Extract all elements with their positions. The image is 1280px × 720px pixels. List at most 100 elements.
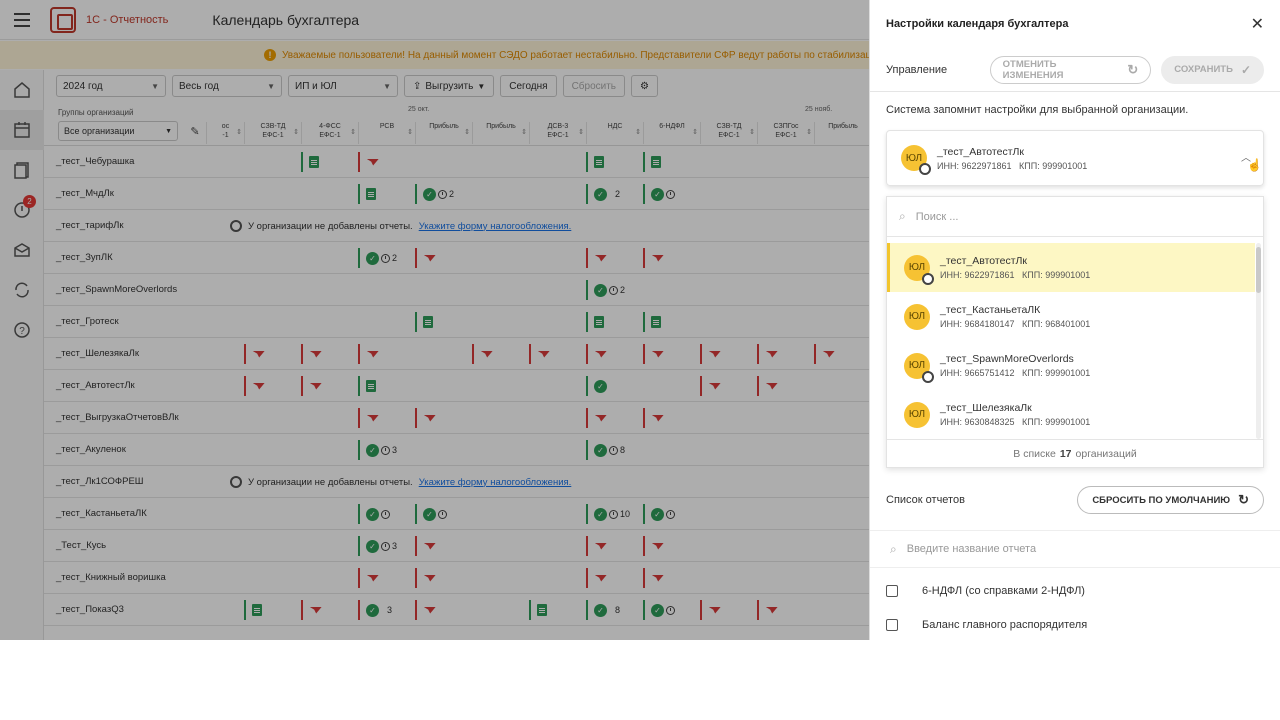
report-cell[interactable]	[301, 594, 358, 626]
table-row[interactable]: _тест_Акуленок ✓ 3 ✓ 8	[44, 434, 869, 466]
report-cell[interactable]	[814, 338, 871, 370]
report-cell[interactable]	[301, 146, 358, 178]
menu-icon[interactable]	[0, 0, 44, 40]
table-row[interactable]: _тест_SpawnMoreOverlords ✓ 2	[44, 274, 869, 306]
report-cell[interactable]	[301, 370, 358, 402]
list-item[interactable]: ЮЛ _тест_АвтотестЛк ИНН: 9622971861 КПП: …	[887, 243, 1255, 292]
table-row[interactable]: _тест_ПоказQ3 ✓ 3 ✓ 8 ✓	[44, 594, 869, 626]
report-cell[interactable]: ✓	[415, 498, 472, 530]
report-cell[interactable]	[700, 594, 757, 626]
report-cell[interactable]	[358, 402, 415, 434]
report-cell[interactable]	[415, 402, 472, 434]
chevron-up-icon[interactable]: ︿	[1241, 153, 1251, 164]
report-cell[interactable]: ✓ 2	[358, 242, 415, 274]
report-cell[interactable]: ✓	[643, 498, 700, 530]
report-cell[interactable]: ✓ 2	[415, 178, 472, 210]
groups-select[interactable]: Все организации ▼	[58, 121, 178, 141]
table-row[interactable]: _тест_ВыгрузкаОтчетовВЛк	[44, 402, 869, 434]
save-button[interactable]: СОХРАНИТЬ ✓	[1161, 55, 1264, 84]
report-item[interactable]: 6-НДФЛ (со справками 2-НДФЛ)	[870, 574, 1280, 608]
column-header[interactable]: ДСВ-3 ЕФС-1 ⇕	[529, 122, 586, 144]
table-row[interactable]: _тест_ШелезякаЛк	[44, 338, 869, 370]
report-cell[interactable]: ✓	[643, 178, 700, 210]
org-type-select[interactable]: ИП и ЮЛ ▼	[288, 75, 398, 97]
column-header[interactable]: Прибыль ⇕	[415, 122, 472, 144]
report-cell[interactable]	[415, 306, 472, 338]
report-cell[interactable]	[358, 562, 415, 594]
table-row[interactable]: _тест_Лк1СОФРЕШ У организации не добавле…	[44, 466, 869, 498]
period-select[interactable]: Весь год ▼	[172, 75, 282, 97]
report-cell[interactable]	[415, 562, 472, 594]
org-select[interactable]: ЮЛ _тест_АвтотестЛк ИНН: 9622971861 КПП:…	[886, 130, 1264, 186]
report-cell[interactable]	[643, 530, 700, 562]
export-button[interactable]: ⇪ Выгрузить ▼	[404, 75, 495, 97]
report-cell[interactable]	[586, 242, 643, 274]
report-cell[interactable]	[586, 338, 643, 370]
report-cell[interactable]	[529, 594, 586, 626]
column-header[interactable]: НДС ⇕	[586, 122, 643, 144]
report-cell[interactable]	[472, 338, 529, 370]
table-row[interactable]: _тест_ЗупЛК ✓ 2	[44, 242, 869, 274]
report-cell[interactable]	[586, 306, 643, 338]
checkbox[interactable]	[886, 619, 898, 631]
table-row[interactable]: _тест_Книжный воришка	[44, 562, 869, 594]
sidebar-item-documents[interactable]	[0, 150, 44, 190]
report-cell[interactable]	[358, 338, 415, 370]
settings-button[interactable]: ⚙	[631, 75, 658, 97]
report-cell[interactable]: ✓	[586, 370, 643, 402]
report-cell[interactable]: ✓	[643, 594, 700, 626]
list-item[interactable]: ЮЛ _тест_SpawnMoreOverlords ИНН: 96657514…	[887, 341, 1255, 390]
report-cell[interactable]	[358, 146, 415, 178]
report-cell[interactable]	[244, 370, 301, 402]
scrollbar[interactable]	[1256, 243, 1261, 439]
report-cell[interactable]	[757, 338, 814, 370]
report-cell[interactable]	[643, 338, 700, 370]
cancel-changes-button[interactable]: ОТМЕНИТЬ ИЗМЕНЕНИЯ ↻	[989, 55, 1152, 84]
report-cell[interactable]	[358, 370, 415, 402]
column-header[interactable]: СЗПГос ЕФС-1 ⇕	[757, 122, 814, 144]
report-cell[interactable]	[415, 530, 472, 562]
reset-button[interactable]: Сбросить	[562, 75, 626, 97]
table-row[interactable]: _тест_МчдЛк ✓ 2 ✓ 2 ✓	[44, 178, 869, 210]
column-header[interactable]: 4-ФСС ЕФС-1 ⇕	[301, 122, 358, 144]
sidebar-item-mail[interactable]	[0, 230, 44, 270]
report-cell[interactable]: ✓	[358, 498, 415, 530]
sidebar-item-help[interactable]: ?	[0, 310, 44, 350]
report-cell[interactable]	[415, 594, 472, 626]
reset-default-button[interactable]: СБРОСИТЬ ПО УМОЛЧАНИЮ ↻	[1077, 486, 1264, 514]
report-cell[interactable]	[586, 402, 643, 434]
edit-icon[interactable]: ✎	[190, 125, 200, 138]
sidebar-item-sync[interactable]	[0, 270, 44, 310]
report-cell[interactable]	[700, 370, 757, 402]
report-cell[interactable]	[415, 242, 472, 274]
column-header[interactable]: Прибыль ⇕	[472, 122, 529, 144]
tax-form-link[interactable]: Укажите форму налогообложения.	[418, 476, 572, 488]
report-cell[interactable]	[757, 370, 814, 402]
report-cell[interactable]: ✓ 10	[586, 498, 643, 530]
report-cell[interactable]	[643, 242, 700, 274]
report-cell[interactable]	[301, 338, 358, 370]
column-header[interactable]: Прибыль	[814, 122, 871, 144]
checkbox[interactable]	[886, 585, 898, 597]
report-cell[interactable]	[643, 306, 700, 338]
report-cell[interactable]	[529, 338, 586, 370]
column-header[interactable]: РСВ ⇕	[358, 122, 415, 144]
table-row[interactable]: _тест_КастаньетаЛК ✓ ✓ ✓ 10 ✓	[44, 498, 869, 530]
table-row[interactable]: _тест_АвтотестЛк ✓	[44, 370, 869, 402]
report-cell[interactable]: ✓ 8	[586, 434, 643, 466]
report-cell[interactable]	[244, 594, 301, 626]
column-header[interactable]: ос -1 ⇕	[206, 122, 244, 144]
report-cell[interactable]: ✓ 2	[586, 274, 643, 306]
list-item[interactable]: ЮЛ _тест_КастаньетаЛК ИНН: 9684180147 КПП…	[887, 292, 1255, 341]
report-cell[interactable]	[643, 402, 700, 434]
table-row[interactable]: _Тест_Кусь ✓ 3	[44, 530, 869, 562]
modal-overlay[interactable]	[0, 0, 869, 640]
sidebar-item-calendar[interactable]	[0, 110, 44, 150]
close-icon[interactable]: ✕	[1250, 16, 1264, 33]
tax-form-link[interactable]: Укажите форму налогообложения.	[418, 220, 572, 232]
column-header[interactable]: СЗВ-ТД ЕФС-1 ⇕	[700, 122, 757, 144]
table-row[interactable]: _тест_тарифЛк У организации не добавлены…	[44, 210, 869, 242]
sidebar-item-alerts[interactable]: 2	[0, 190, 44, 230]
year-select[interactable]: 2024 год ▼	[56, 75, 166, 97]
table-row[interactable]: _тест_Чебурашка	[44, 146, 869, 178]
